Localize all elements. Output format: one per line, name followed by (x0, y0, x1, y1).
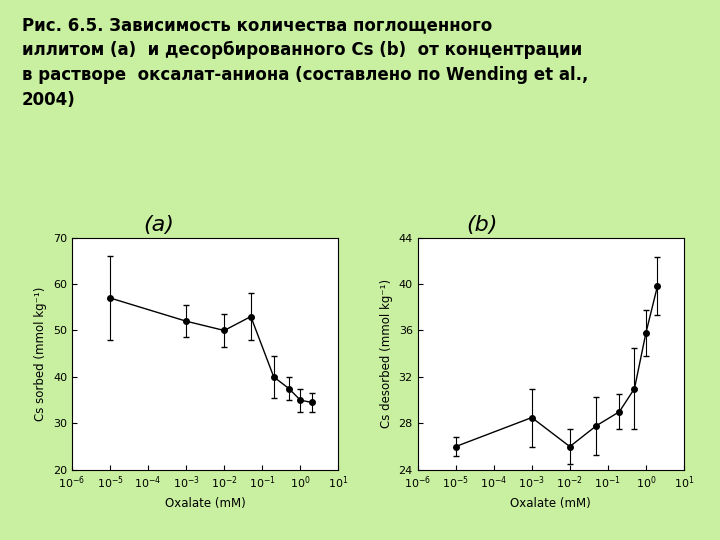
Y-axis label: Cs sorbed (mmol kg⁻¹): Cs sorbed (mmol kg⁻¹) (35, 287, 48, 421)
Text: Рис. 6.5. Зависимость количества поглощенного
иллитом (а)  и десорбированного Cs: Рис. 6.5. Зависимость количества поглоще… (22, 16, 588, 110)
Y-axis label: Cs desorbed (mmol kg⁻¹): Cs desorbed (mmol kg⁻¹) (380, 279, 393, 428)
X-axis label: Oxalate (mM): Oxalate (mM) (510, 497, 591, 510)
X-axis label: Oxalate (mM): Oxalate (mM) (165, 497, 246, 510)
Text: (b): (b) (467, 215, 498, 235)
Text: (a): (a) (143, 215, 174, 235)
